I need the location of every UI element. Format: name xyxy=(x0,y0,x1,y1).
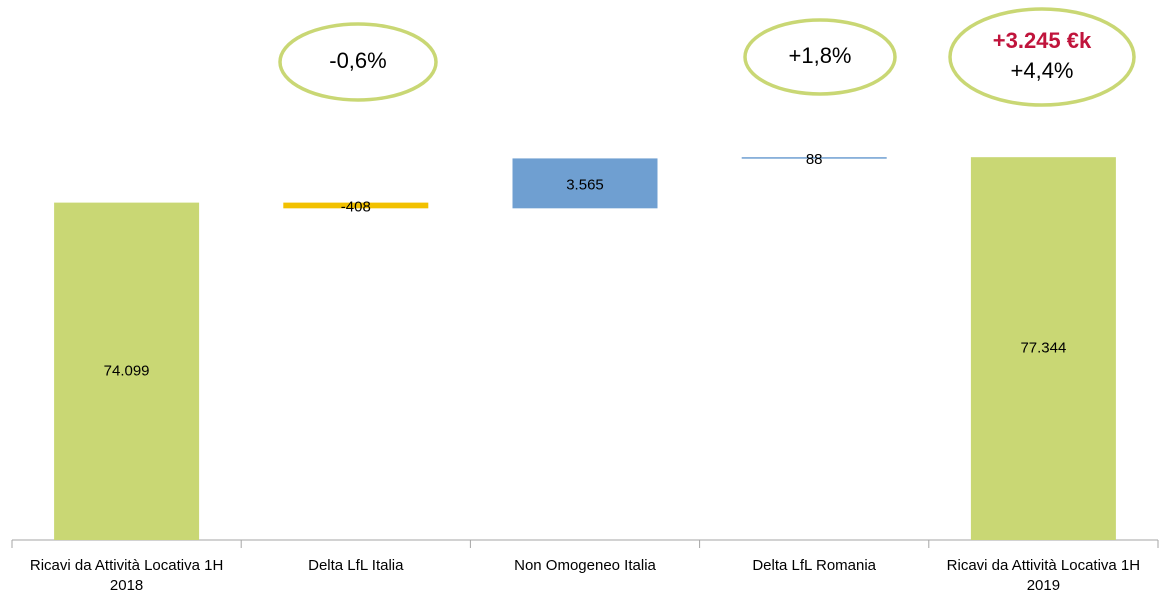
annotation-ellipse xyxy=(743,18,897,96)
annotation-text: -0,6% xyxy=(329,48,386,73)
bar xyxy=(283,202,429,209)
value-label: 77.344 xyxy=(1020,340,1066,357)
x-tick-label: Delta LfL Romania xyxy=(752,557,877,574)
x-tick-label: Delta LfL Italia xyxy=(308,557,404,574)
annotation-ellipse xyxy=(278,22,438,102)
value-label: -408 xyxy=(341,198,371,215)
bar xyxy=(741,157,887,159)
value-label: 74.099 xyxy=(104,362,150,379)
annotation-text: +4,4% xyxy=(1011,58,1074,83)
value-label: 3.565 xyxy=(566,176,604,193)
x-tick-label: Ricavi da Attività Locativa 1H 2019 xyxy=(946,557,1141,594)
annotation-ellipse xyxy=(948,7,1136,107)
annotation-text: +3.245 €k xyxy=(993,28,1092,53)
bar xyxy=(512,158,658,209)
bar xyxy=(970,157,1116,540)
annotation-text: +1,8% xyxy=(789,43,852,68)
x-tick-label: Non Omogeneo Italia xyxy=(514,557,656,574)
value-label: 88 xyxy=(806,151,823,168)
x-tick-label: Ricavi da Attività Locativa 1H 2018 xyxy=(29,557,224,594)
bar xyxy=(54,202,200,540)
